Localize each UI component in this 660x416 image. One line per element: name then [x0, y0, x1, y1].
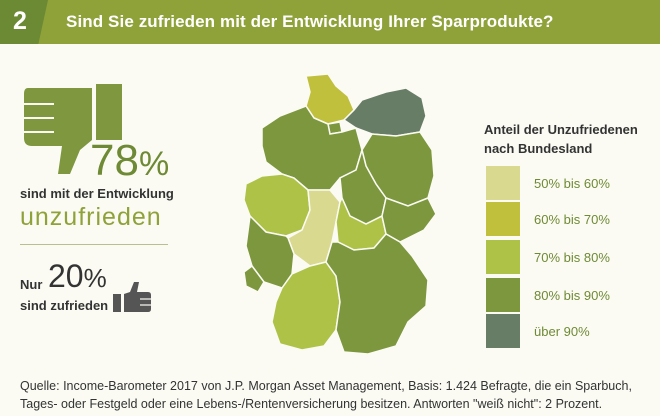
unhappy-value: 78 — [90, 136, 139, 185]
legend-item: 80% bis 90% — [486, 278, 610, 312]
divider — [20, 244, 168, 245]
header-bar: 2 Sind Sie zufrieden mit der Entwicklung… — [0, 0, 660, 44]
map-region-bayern — [325, 233, 429, 355]
section-number: 2 — [13, 7, 27, 35]
legend-label: 60% bis 70% — [534, 211, 610, 227]
legend-swatch — [486, 278, 520, 312]
legend-swatch — [486, 202, 520, 236]
unhappy-line2: unzufrieden — [20, 203, 162, 231]
unhappy-line1: sind mit der Entwicklung — [20, 186, 174, 201]
legend-swatch — [486, 166, 520, 200]
thumbs-up-icon — [113, 282, 151, 312]
germany-map — [243, 73, 437, 355]
source-note: Quelle: Income-Barometer 2017 von J.P. M… — [20, 379, 632, 411]
legend-item: 50% bis 60% — [486, 166, 610, 200]
page-title: Sind Sie zufrieden mit der Entwicklung I… — [66, 12, 554, 31]
happy-unit: % — [83, 263, 107, 293]
section-number-box — [0, 0, 48, 44]
thumbs-down-icon — [24, 84, 122, 174]
unhappy-unit: % — [138, 145, 170, 183]
legend-item: 60% bis 70% — [486, 202, 610, 236]
happy-prefix: Nur — [20, 277, 43, 292]
legend-swatch — [486, 314, 520, 348]
legend-label: 80% bis 90% — [534, 287, 610, 303]
legend-label: 70% bis 80% — [534, 249, 610, 265]
happy-value: 20 — [48, 258, 84, 294]
legend-title: Anteil der Unzufriedenen nach Bundesland — [484, 122, 638, 156]
happy-line: sind zufrieden — [20, 298, 109, 313]
legend-item: 70% bis 80% — [486, 240, 610, 274]
map-region-mecklenburg-vorpommern — [342, 87, 427, 137]
legend-label: 50% bis 60% — [534, 175, 610, 191]
legend-swatch — [486, 240, 520, 274]
map-region-saarland — [243, 264, 265, 293]
happy-percentage: 20% — [48, 258, 107, 295]
legend-label: über 90% — [534, 323, 590, 339]
unhappy-percentage: 78% — [90, 136, 169, 186]
legend-item: über 90% — [486, 314, 590, 348]
